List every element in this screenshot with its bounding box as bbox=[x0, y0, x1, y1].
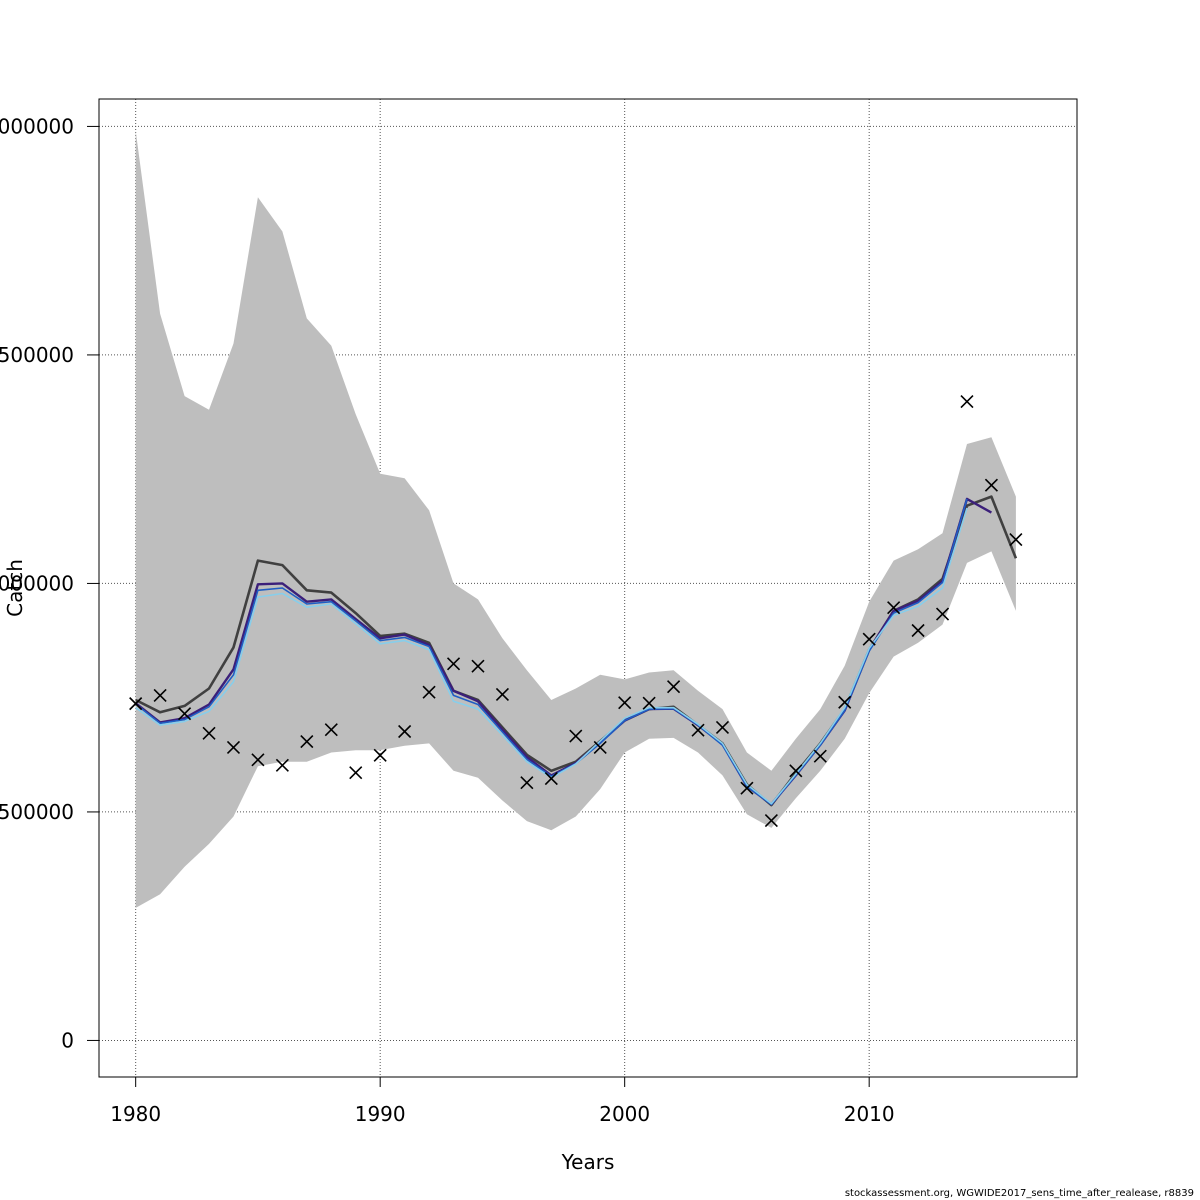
observed-point bbox=[373, 748, 387, 762]
observed-point-stroke bbox=[129, 697, 143, 711]
observed-point bbox=[520, 776, 534, 790]
observed-point bbox=[129, 697, 143, 711]
observed-point-stroke bbox=[520, 776, 534, 790]
y-axis-label: Catch bbox=[3, 559, 27, 617]
observed-point-stroke bbox=[691, 723, 705, 737]
observed-point-stroke bbox=[911, 623, 925, 638]
observed-point bbox=[764, 814, 778, 828]
observed-point bbox=[544, 772, 558, 786]
observed-point bbox=[642, 696, 656, 710]
observed-point-stroke bbox=[618, 696, 632, 710]
observed-point-stroke bbox=[324, 723, 338, 737]
observed-point bbox=[813, 749, 827, 763]
observed-point bbox=[251, 753, 265, 767]
observed-point-stroke bbox=[495, 687, 509, 702]
observed-point-stroke bbox=[715, 720, 730, 734]
observed-point bbox=[324, 723, 338, 737]
observed-point-stroke bbox=[398, 724, 412, 739]
observed-point bbox=[349, 766, 363, 780]
observed-point bbox=[691, 723, 705, 737]
observed-point bbox=[153, 688, 167, 702]
x-axis: 1980 1990 2000 2010 bbox=[110, 1077, 895, 1126]
observed-point-stroke bbox=[740, 781, 754, 795]
observed-point-stroke bbox=[471, 659, 485, 673]
observed-point bbox=[446, 657, 461, 671]
confidence-band-area bbox=[135, 131, 1016, 908]
observed-point-stroke bbox=[544, 772, 558, 786]
y-tick-label: 500000 bbox=[0, 800, 74, 824]
observed-point bbox=[471, 659, 485, 673]
observed-point-stroke bbox=[813, 749, 827, 763]
observed-point bbox=[887, 601, 901, 615]
observed-point-stroke bbox=[569, 729, 583, 743]
observed-point bbox=[422, 685, 436, 699]
observed-point-stroke bbox=[667, 680, 681, 694]
observed-point bbox=[300, 734, 314, 749]
y-tick-label: 2000000 bbox=[0, 114, 74, 138]
observed-point-stroke bbox=[202, 726, 216, 740]
observed-point bbox=[178, 707, 192, 721]
observed-point bbox=[935, 607, 950, 621]
observed-point bbox=[569, 729, 583, 743]
observed-point bbox=[202, 726, 216, 740]
observed-point bbox=[740, 781, 754, 795]
observed-point-stroke bbox=[887, 601, 901, 615]
observed-point-stroke bbox=[349, 766, 363, 780]
observed-point-stroke bbox=[764, 814, 778, 828]
observed-point-stroke bbox=[862, 632, 876, 646]
observed-point bbox=[593, 740, 607, 755]
observed-point bbox=[960, 394, 974, 409]
observed-point-stroke bbox=[300, 734, 314, 749]
x-tick-label: 1990 bbox=[355, 1102, 406, 1126]
y-tick-label: 1000000 bbox=[0, 571, 74, 595]
footnote: stockassessment.org, WGWIDE2017_sens_tim… bbox=[844, 1188, 1194, 1199]
observed-point-stroke bbox=[984, 478, 998, 492]
observed-points bbox=[129, 394, 1023, 828]
observed-point bbox=[495, 687, 509, 702]
observed-point bbox=[911, 623, 925, 638]
observed-point-stroke bbox=[373, 748, 387, 762]
y-axis: 0 500000 1000000 1500000 2000000 bbox=[0, 114, 99, 1052]
observed-point-stroke bbox=[446, 657, 461, 671]
observed-point-stroke bbox=[1009, 532, 1023, 547]
observed-point bbox=[1009, 532, 1023, 547]
plot-frame bbox=[98, 98, 1078, 1078]
observed-point bbox=[226, 740, 241, 755]
observed-point-stroke bbox=[251, 753, 265, 767]
observed-point-stroke bbox=[789, 764, 803, 778]
observed-point bbox=[984, 478, 998, 492]
observed-point bbox=[398, 724, 412, 739]
observed-point-stroke bbox=[838, 695, 852, 709]
confidence-band bbox=[135, 131, 1016, 908]
x-tick-label: 2010 bbox=[844, 1102, 895, 1126]
observed-point-stroke bbox=[275, 758, 289, 772]
observed-point bbox=[789, 764, 803, 778]
observed-point-stroke bbox=[226, 740, 241, 755]
y-tick-label: 0 bbox=[61, 1028, 74, 1052]
observed-point-stroke bbox=[960, 394, 974, 409]
observed-point-stroke bbox=[178, 707, 192, 721]
observed-point-stroke bbox=[153, 688, 167, 702]
observed-point-stroke bbox=[642, 696, 656, 710]
observed-point-stroke bbox=[593, 740, 607, 755]
x-tick-label: 1980 bbox=[110, 1102, 161, 1126]
x-axis-label: Years bbox=[561, 1150, 615, 1174]
y-tick-label: 1500000 bbox=[0, 343, 74, 367]
observed-point bbox=[838, 695, 852, 709]
observed-point-stroke bbox=[422, 685, 436, 699]
x-tick-label: 2000 bbox=[599, 1102, 650, 1126]
observed-point bbox=[275, 758, 289, 772]
observed-point bbox=[618, 696, 632, 710]
observed-point bbox=[715, 720, 730, 734]
observed-point-stroke bbox=[935, 607, 950, 621]
observed-point bbox=[667, 680, 681, 694]
observed-point bbox=[862, 632, 876, 646]
series-line-2 bbox=[135, 498, 968, 806]
